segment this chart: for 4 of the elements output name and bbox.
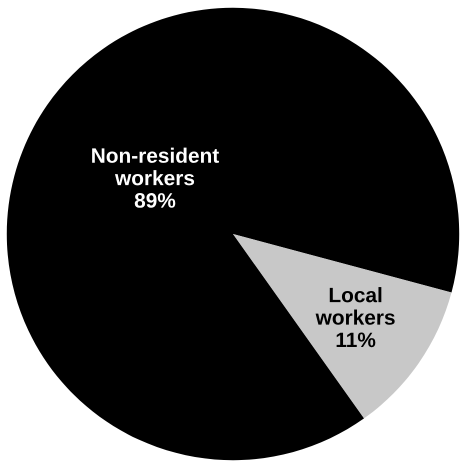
data-label: 11%	[336, 332, 376, 348]
slice-label: Local workers	[316, 287, 395, 325]
data-label: 89%	[134, 193, 176, 208]
slice-label: Non-resident workers	[92, 148, 219, 186]
